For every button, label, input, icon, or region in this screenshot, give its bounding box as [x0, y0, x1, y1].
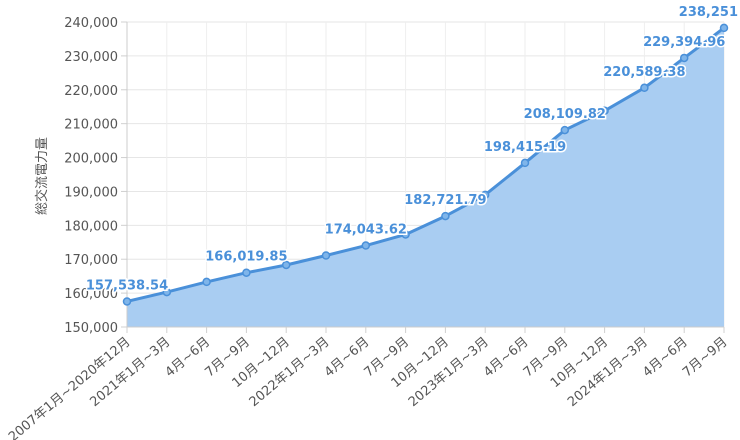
y-tick-label: 170,000	[64, 253, 118, 268]
data-label: 157,538.54	[86, 278, 168, 293]
data-point	[361, 241, 371, 250]
data-point	[281, 260, 291, 270]
data-label: 198,415.19	[484, 140, 566, 155]
y-axis: 150,000 160,000 170,000 180,000 190,000 200,0…	[64, 16, 128, 336]
data-point	[242, 268, 251, 277]
data-point	[202, 277, 211, 287]
data-label: 220,589.38	[603, 65, 685, 80]
data-point	[162, 287, 172, 297]
data-point	[321, 251, 331, 260]
data-point	[640, 83, 649, 93]
data-label: 174,043.62	[325, 223, 407, 238]
y-tick-label: 190,000	[64, 185, 118, 200]
y-tick-label: 200,000	[64, 152, 118, 167]
y-tick-label: 220,000	[64, 84, 118, 99]
data-label: 229,394.96	[643, 35, 725, 50]
data-label: 238,251	[679, 5, 738, 20]
y-tick-label: 240,000	[64, 16, 118, 31]
x-tick-label: 7月~9月	[680, 335, 731, 381]
x-axis: 2007年1月~2020年12月2021年1月~3月4月~6月7月~9月10月~…	[6, 326, 731, 440]
data-point	[122, 297, 132, 306]
data-point	[600, 106, 609, 116]
y-tick-label: 160,000	[64, 287, 118, 302]
data-point	[480, 190, 490, 200]
data-point	[679, 53, 689, 63]
data-labels: 157,538.54 166,019.85 174,043.62 182,721.79…	[84, 3, 739, 295]
area-layer	[126, 26, 725, 328]
data-point	[520, 158, 530, 168]
series-line	[126, 26, 725, 303]
data-point	[719, 23, 729, 33]
data-point	[441, 211, 450, 221]
area-fill	[127, 27, 724, 328]
y-axis-title: 総交流電力量	[34, 137, 50, 215]
y-tick-label: 180,000	[64, 219, 118, 234]
y-tick-label: 230,000	[64, 50, 118, 65]
data-label: 166,019.85	[205, 250, 287, 265]
y-tick-label: 150,000	[64, 321, 118, 336]
data-point	[560, 125, 570, 135]
data-label: 182,721.79	[404, 193, 486, 208]
data-points	[122, 23, 729, 306]
data-label: 208,109.82	[524, 107, 606, 122]
data-point	[401, 230, 410, 239]
y-tick-label: 210,000	[64, 118, 118, 133]
